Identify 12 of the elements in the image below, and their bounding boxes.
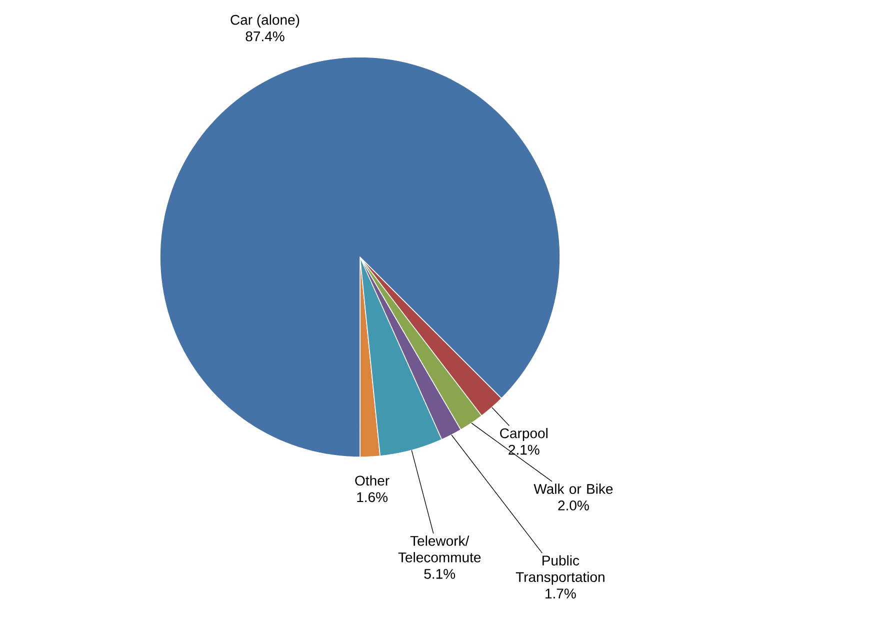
slice-label: Carpool xyxy=(500,428,548,442)
data-label: 2.1% xyxy=(508,444,540,455)
slice-label: Walk or Bike xyxy=(534,484,613,494)
data-label: 1.6% xyxy=(357,492,388,502)
data-label: 87.4% xyxy=(246,31,284,42)
data-label: 5.1% xyxy=(424,569,456,579)
data-label: 1.7% xyxy=(546,588,576,598)
data-label: 2.0% xyxy=(558,500,589,510)
slice-label: Other xyxy=(355,475,390,486)
slice-label: Car (alone) xyxy=(230,14,300,28)
slice-label: Telework/ Telecommute xyxy=(398,536,481,562)
slice-label: Public Transportation xyxy=(516,555,604,585)
